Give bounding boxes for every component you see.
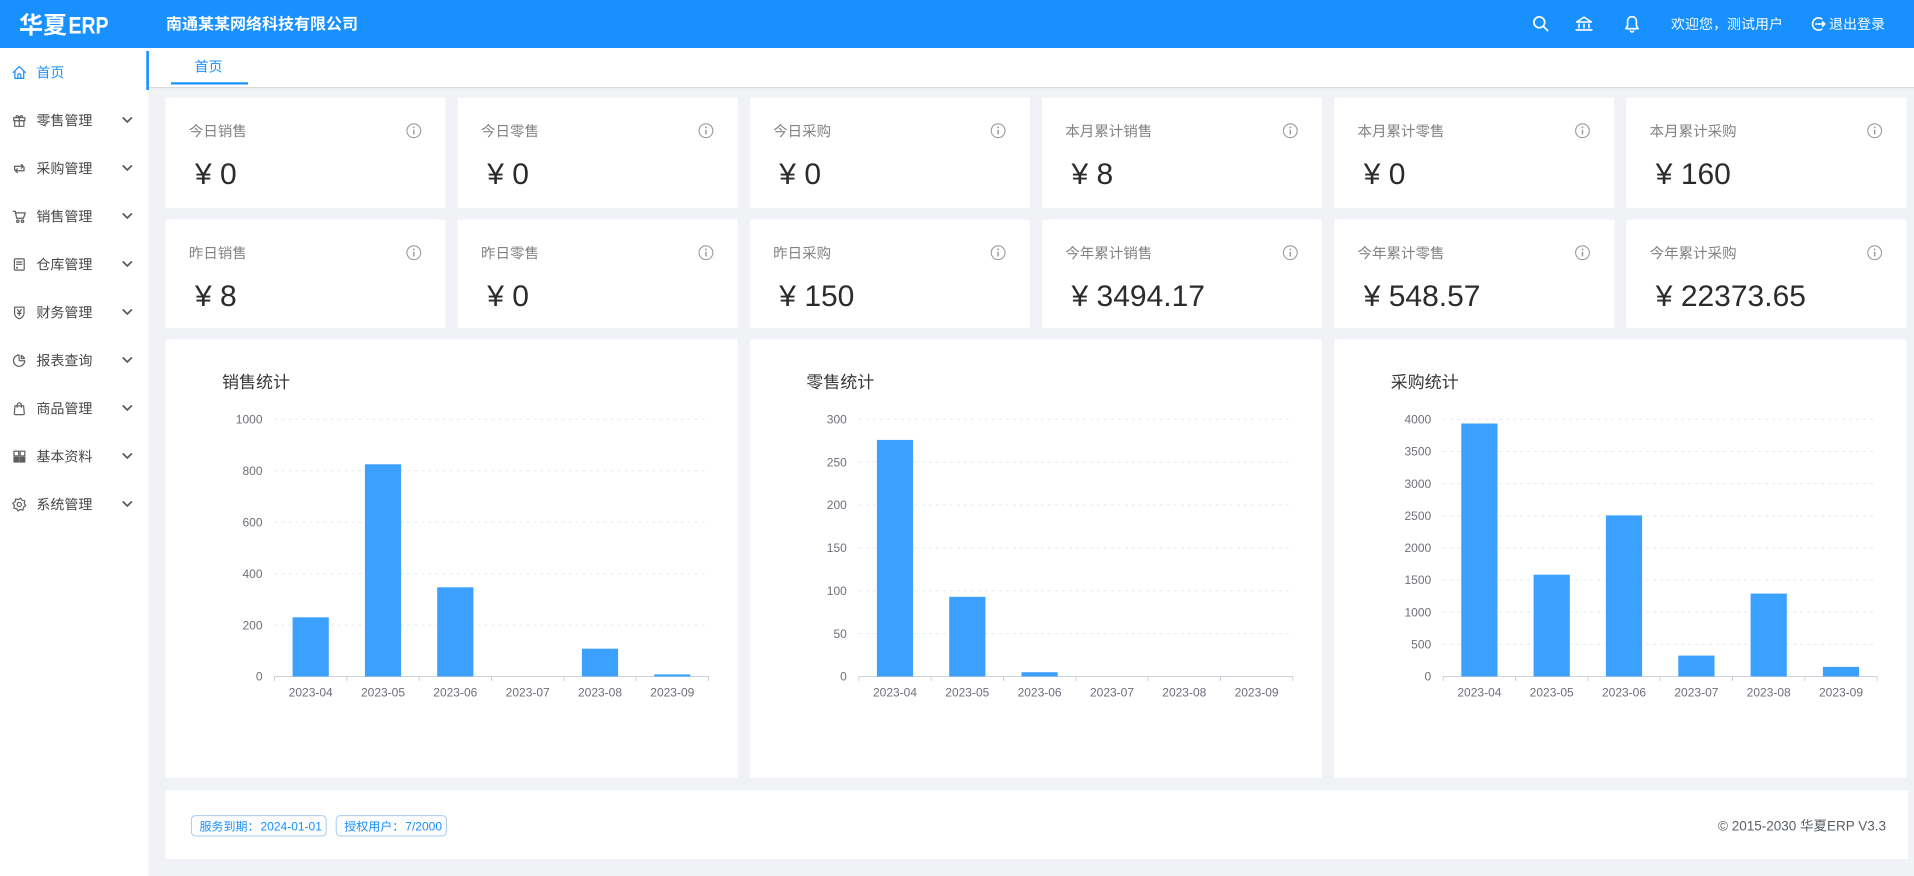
- svg-text:1000: 1000: [236, 413, 263, 427]
- svg-text:200: 200: [242, 618, 262, 632]
- svg-text:2023-05: 2023-05: [945, 686, 989, 700]
- svg-text:¥ 150: ¥ 150: [778, 280, 854, 313]
- svg-text:800: 800: [242, 464, 262, 478]
- svg-text:¥ 22373.65: ¥ 22373.65: [1655, 280, 1806, 313]
- svg-text:100: 100: [827, 584, 847, 598]
- svg-text:2023-07: 2023-07: [1674, 686, 1718, 700]
- svg-text:7/2000: 7/2000: [405, 820, 442, 834]
- svg-text:¥ 8: ¥ 8: [194, 280, 237, 313]
- svg-text:150: 150: [827, 541, 847, 555]
- svg-text:¥ 548.57: ¥ 548.57: [1363, 280, 1481, 313]
- svg-text:¥ 0: ¥ 0: [778, 158, 821, 191]
- svg-text:2023-08: 2023-08: [1747, 686, 1791, 700]
- svg-text:400: 400: [242, 567, 262, 581]
- svg-text:0: 0: [256, 670, 263, 684]
- svg-text:2024-01-01: 2024-01-01: [261, 820, 323, 834]
- svg-text:2023-08: 2023-08: [578, 686, 622, 700]
- svg-text:3500: 3500: [1404, 445, 1431, 459]
- svg-text:0: 0: [1425, 670, 1432, 684]
- svg-text:2023-08: 2023-08: [1162, 686, 1206, 700]
- svg-text:500: 500: [1411, 638, 1431, 652]
- svg-text:0: 0: [840, 670, 847, 684]
- svg-text:ERP: ERP: [69, 13, 109, 40]
- svg-text:2023-04: 2023-04: [1457, 686, 1501, 700]
- svg-text:50: 50: [833, 627, 847, 641]
- svg-text:2023-06: 2023-06: [1602, 686, 1646, 700]
- svg-text:¥ 0: ¥ 0: [486, 280, 529, 313]
- svg-text:2500: 2500: [1404, 509, 1431, 523]
- svg-text:2023-07: 2023-07: [1090, 686, 1134, 700]
- svg-text:4000: 4000: [1404, 413, 1431, 427]
- svg-text:2000: 2000: [1404, 541, 1431, 555]
- svg-text:1500: 1500: [1404, 573, 1431, 587]
- svg-text:¥ 0: ¥ 0: [1363, 158, 1406, 191]
- svg-text:2023-09: 2023-09: [1235, 686, 1279, 700]
- svg-text:¥ 0: ¥ 0: [486, 158, 529, 191]
- svg-text:1000: 1000: [1404, 605, 1431, 619]
- svg-text:2023-07: 2023-07: [506, 686, 550, 700]
- svg-text:2023-04: 2023-04: [873, 686, 917, 700]
- svg-text:2023-04: 2023-04: [289, 686, 333, 700]
- svg-text:2023-05: 2023-05: [1530, 686, 1574, 700]
- svg-text:¥ 3494.17: ¥ 3494.17: [1071, 280, 1205, 313]
- svg-text:© 2015-2030: © 2015-2030: [1718, 818, 1796, 833]
- svg-text:600: 600: [242, 515, 262, 529]
- svg-text:¥ 0: ¥ 0: [194, 158, 237, 191]
- svg-text:¥ 8: ¥ 8: [1071, 158, 1114, 191]
- svg-text:2023-05: 2023-05: [361, 686, 405, 700]
- svg-text:ERP V3.3: ERP V3.3: [1827, 818, 1886, 833]
- svg-text:250: 250: [827, 455, 847, 469]
- svg-text:2023-09: 2023-09: [650, 686, 694, 700]
- svg-text:2023-06: 2023-06: [1018, 686, 1062, 700]
- svg-text:200: 200: [827, 498, 847, 512]
- svg-text:2023-06: 2023-06: [433, 686, 477, 700]
- svg-text:300: 300: [827, 413, 847, 427]
- svg-text:¥ 160: ¥ 160: [1655, 158, 1731, 191]
- svg-text:3000: 3000: [1404, 477, 1431, 491]
- svg-text:2023-09: 2023-09: [1819, 686, 1863, 700]
